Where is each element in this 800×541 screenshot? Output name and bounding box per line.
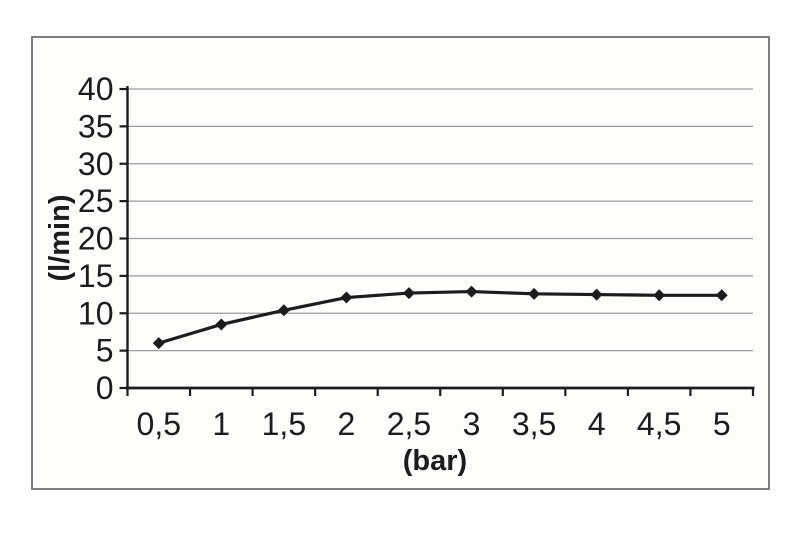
y-tick-label: 30 <box>78 146 114 182</box>
data-point-marker <box>152 337 165 350</box>
data-line <box>158 289 722 345</box>
data-point-marker <box>715 289 728 302</box>
y-tick-label: 40 <box>78 71 114 107</box>
x-axis-title: (bar) <box>403 445 467 477</box>
y-axis-title: (l/min) <box>44 195 76 282</box>
y-tick-label: 10 <box>78 295 114 331</box>
x-tick-label: 4 <box>588 406 606 442</box>
x-tick-label: 0,5 <box>137 406 181 442</box>
y-tick-label: 25 <box>78 183 114 219</box>
data-point-marker <box>402 287 415 300</box>
data-point-marker <box>528 287 541 300</box>
x-tick-label: 1,5 <box>262 406 306 442</box>
x-tick-label: 3 <box>463 406 481 442</box>
y-tick-label: 5 <box>96 333 114 369</box>
data-point-marker <box>277 304 290 317</box>
data-point-marker <box>653 289 666 302</box>
data-point-marker <box>590 288 603 301</box>
y-tick-label: 35 <box>78 108 114 144</box>
y-tick-label: 20 <box>78 221 114 257</box>
x-tick-label: 3,5 <box>512 406 556 442</box>
x-tick-label: 5 <box>713 406 731 442</box>
chart-frame: (l/min) (bar) 0 5 10 15 20 25 30 35 40 0,5 1 1,5 2 2,… <box>31 36 770 490</box>
data-point-marker <box>215 318 228 331</box>
x-tick-label: 1 <box>212 406 230 442</box>
y-tick-label: 0 <box>96 370 114 406</box>
data-point-marker <box>465 285 478 298</box>
x-tick-label: 4,5 <box>637 406 681 442</box>
data-point-marker <box>340 291 353 304</box>
x-tick-label: 2 <box>338 406 356 442</box>
x-tick-label: 2,5 <box>387 406 431 442</box>
y-tick-label: 15 <box>78 258 114 294</box>
